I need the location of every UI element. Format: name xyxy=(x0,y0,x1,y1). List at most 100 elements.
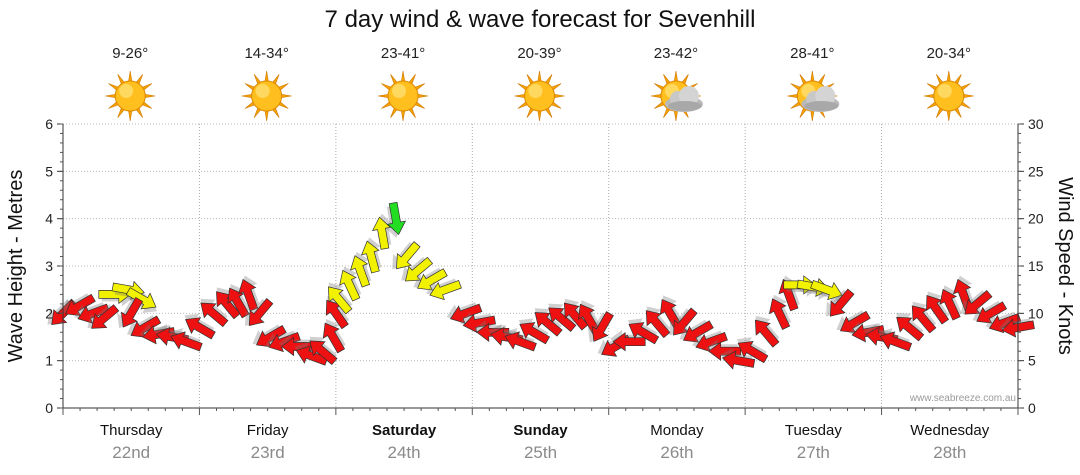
cloud-part xyxy=(804,101,839,111)
wind-arrow xyxy=(459,312,496,333)
wind-arrow-body xyxy=(548,307,577,332)
y-left-tick-label: 0 xyxy=(45,400,53,416)
wind-arrow-body xyxy=(911,305,937,334)
wind-arrow xyxy=(669,307,698,336)
y-right-tick-label: 5 xyxy=(1028,353,1036,369)
sun-ray xyxy=(514,93,526,99)
wind-arrow xyxy=(294,342,329,366)
wind-arrow xyxy=(74,302,110,324)
wind-arrow xyxy=(679,319,714,343)
y-right-tick-label: 10 xyxy=(1028,305,1044,321)
wind-arrow xyxy=(244,297,274,327)
sun-ray xyxy=(264,109,269,122)
wind-arrow xyxy=(325,296,350,330)
wind-arrow-body xyxy=(65,293,96,317)
wind-arrow xyxy=(810,280,844,304)
wind-arrow xyxy=(705,339,742,361)
wind-arrow xyxy=(473,320,510,342)
wind-arrow-body xyxy=(372,216,392,250)
sun-icon xyxy=(378,70,429,122)
day-date: 28th xyxy=(933,443,966,462)
partly-cloudy-icon xyxy=(650,70,703,122)
y-right-tick-label: 15 xyxy=(1028,258,1044,274)
wind-arrow xyxy=(896,312,925,342)
wind-arrow xyxy=(360,237,382,274)
day-labels: Thursday 22nd Friday 23rd Saturday 24th Sunday… xyxy=(100,422,990,462)
day-name: Sunday xyxy=(513,422,568,439)
wind-arrow xyxy=(518,318,551,345)
sun-icon xyxy=(514,70,565,122)
day-temperature: 23-41° xyxy=(381,45,425,62)
y-right-tick-label: 20 xyxy=(1028,211,1044,227)
day-name: Thursday xyxy=(100,422,163,439)
sun-ray xyxy=(400,109,406,122)
y-left-label: Wave Height - Metres xyxy=(5,170,27,363)
wind-arrow-body xyxy=(309,340,338,366)
wind-arrow xyxy=(87,304,120,329)
wind-arrow xyxy=(588,311,614,343)
sun-ray xyxy=(946,70,951,83)
wind-arrow-body xyxy=(683,320,714,343)
wind-arrow xyxy=(534,308,563,337)
sun-ray xyxy=(416,93,429,99)
y-right-label: Wind Speed - Knots xyxy=(1054,177,1076,355)
sun-ray xyxy=(923,93,936,99)
wind-arrow xyxy=(117,296,144,329)
wind-arrow xyxy=(401,256,434,282)
wind-arrow xyxy=(385,201,407,238)
y-right-tick-label: 0 xyxy=(1028,400,1036,416)
wind-arrow-body xyxy=(829,288,855,317)
chart-title: 7 day wind & wave forecast for Sevenhill xyxy=(325,6,756,33)
sun-highlight xyxy=(255,84,270,98)
wind-arrow xyxy=(252,324,287,348)
wind-arrow xyxy=(645,306,671,339)
day-name: Tuesday xyxy=(785,422,842,439)
wind-arrow-body xyxy=(325,299,349,330)
wind-arrow xyxy=(960,290,993,315)
y-left-tick-label: 6 xyxy=(45,116,53,132)
wind-arrow xyxy=(426,278,462,301)
wind-arrow xyxy=(972,300,1008,324)
y-right-tick-label: 30 xyxy=(1028,116,1044,132)
wind-arrow xyxy=(737,337,769,364)
wind-arrow xyxy=(503,328,537,352)
wind-arrow-body xyxy=(417,268,448,291)
wind-arrow xyxy=(548,303,577,332)
sun-ray xyxy=(400,70,406,83)
sun-ray xyxy=(810,70,815,83)
wind-arrow xyxy=(350,251,372,288)
sun-highlight xyxy=(392,84,407,98)
wind-arrow-body xyxy=(939,288,961,321)
wind-arrow-body xyxy=(768,298,791,330)
day-name: Saturday xyxy=(372,422,437,439)
wind-arrow xyxy=(826,288,855,317)
sun-ray xyxy=(962,93,974,99)
cloud-icon xyxy=(801,86,840,112)
day-temperature: 9-26° xyxy=(112,45,148,62)
wind-arrow xyxy=(692,330,728,353)
wind-arrow xyxy=(926,291,950,325)
wind-arrow-body xyxy=(327,286,353,315)
wind-arrow xyxy=(985,311,1022,334)
day-temperature: 23-42° xyxy=(654,45,698,62)
wind-arrow xyxy=(878,328,913,352)
wind-arrow-body xyxy=(404,256,434,282)
grid-lines xyxy=(63,123,1018,409)
wind-arrow xyxy=(939,285,962,321)
wind-arrow xyxy=(836,310,871,334)
wind-arrow-body xyxy=(476,322,510,342)
cloud-icon xyxy=(664,86,703,112)
wind-arrow-body xyxy=(612,332,646,352)
wind-arrow-body xyxy=(839,310,871,334)
wind-arrow xyxy=(610,329,646,352)
wind-arrow-body xyxy=(879,331,913,352)
sun-highlight xyxy=(119,84,134,98)
day-date: 22nd xyxy=(112,443,150,462)
wind-arrow-body xyxy=(350,255,371,288)
wind-arrow xyxy=(61,293,96,317)
cloud-part xyxy=(667,101,702,111)
wind-arrow-body xyxy=(268,332,301,353)
wind-arrow-body xyxy=(339,269,361,302)
wind-arrow xyxy=(238,275,260,312)
wind-arrow-body xyxy=(170,331,203,352)
